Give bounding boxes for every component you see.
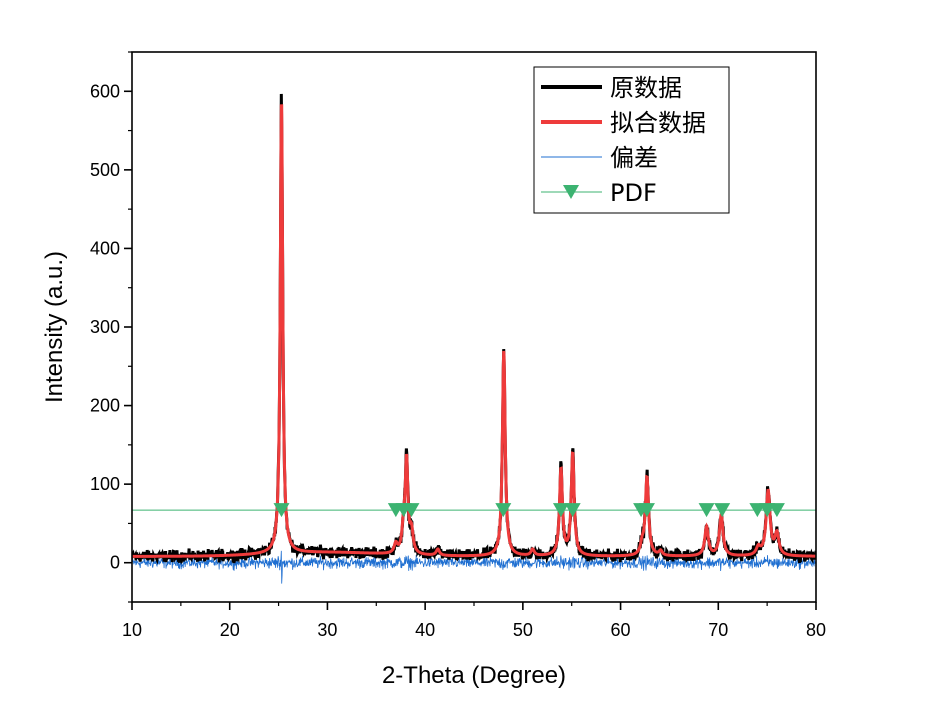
y-axis-title: Intensity (a.u.) [41,251,68,403]
pdf-marker-8 [638,503,655,518]
series-residual [132,550,816,584]
y-tick-label-400: 400 [90,238,120,258]
x-tick-label-70: 70 [708,620,728,640]
legend-label-fit: 拟合数据 [610,109,706,137]
legend-label-residual: 偏差 [610,144,658,172]
legend: 原数据 拟合数据 偏差 PDF [533,66,730,214]
x-tick-label-50: 50 [513,620,533,640]
x-tick-label-60: 60 [611,620,631,640]
y-tick-label-200: 200 [90,396,120,416]
x-tick-label-30: 30 [317,620,337,640]
x-tick-label-10: 10 [122,620,142,640]
pdf-marker-10 [714,503,731,518]
legend-label-pdf: PDF [610,179,657,207]
pdf-marker-9 [698,503,715,518]
pdf-marker-5 [552,503,569,518]
pdf-marker-6 [564,503,581,518]
y-tick-label-600: 600 [90,81,120,101]
x-tick-label-40: 40 [415,620,435,640]
legend-label-raw: 原数据 [610,74,682,102]
y-tick-label-100: 100 [90,474,120,494]
x-tick-label-20: 20 [220,620,240,640]
y-tick-label-0: 0 [110,553,120,573]
series-fit [132,104,816,558]
pdf-marker-13 [768,503,785,518]
pdf-marker-3 [403,503,420,518]
pdf-marker-0 [273,503,290,518]
x-tick-label-80: 80 [806,620,826,640]
y-tick-label-300: 300 [90,317,120,337]
pdf-marker-4 [495,503,512,518]
x-axis-title: 2-Theta (Degree) [382,662,566,689]
legend-pdf-marker [563,185,579,199]
y-tick-label-500: 500 [90,160,120,180]
